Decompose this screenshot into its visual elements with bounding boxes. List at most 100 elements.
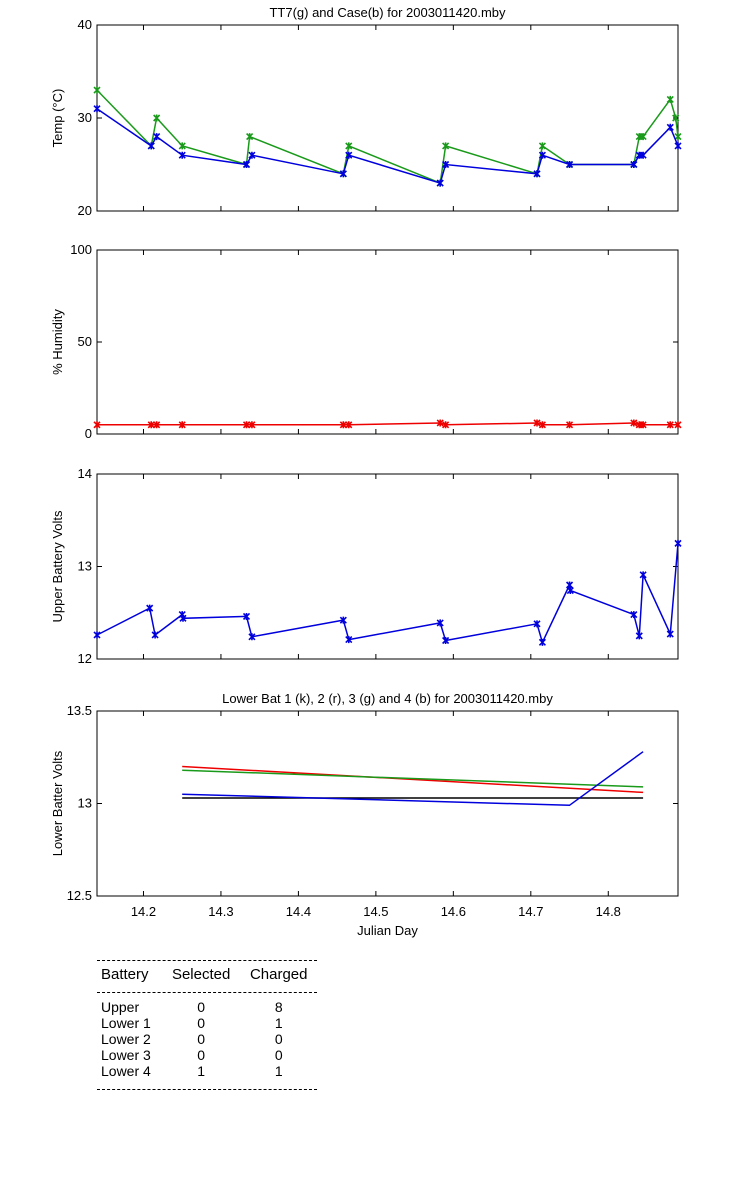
- table-divider: [97, 992, 317, 993]
- series-line-green: [182, 769, 644, 788]
- plot-frame: [96, 249, 679, 435]
- data-point-green: [345, 142, 353, 150]
- data-point-red: [630, 419, 638, 427]
- series-line-blue: [96, 543, 679, 645]
- x-tick-label: 14.4: [286, 904, 311, 919]
- data-point-blue: [538, 151, 546, 159]
- header-battery: Battery: [101, 966, 149, 983]
- data-point-red: [436, 419, 444, 427]
- table-row: Upper 0 8: [101, 999, 317, 1015]
- y-tick-label: 20: [78, 203, 92, 218]
- table-divider: [97, 960, 317, 961]
- data-point-green: [93, 86, 101, 94]
- data-point-blue: [242, 612, 251, 621]
- data-point-blue: [436, 179, 444, 187]
- data-point-red: [242, 421, 251, 429]
- battery-table: Battery Selected Charged Upper 0 8 Lower…: [97, 960, 317, 1090]
- data-point-blue: [674, 142, 682, 150]
- data-point-blue: [442, 160, 450, 169]
- data-point-blue: [242, 160, 251, 169]
- y-tick-label: 30: [78, 110, 92, 125]
- row-charged: 1: [274, 1015, 283, 1031]
- data-point-blue: [153, 133, 161, 141]
- series-line-green: [96, 89, 679, 185]
- data-point-blue: [630, 160, 638, 169]
- data-point-blue: [639, 571, 647, 579]
- data-point-red: [674, 421, 682, 429]
- y-tick-label: 50: [78, 334, 92, 349]
- row-charged: 0: [274, 1031, 283, 1047]
- row-battery: Upper: [101, 999, 140, 1015]
- x-tick-label: 14.6: [441, 904, 466, 919]
- data-point-blue: [630, 611, 638, 619]
- data-point-green: [442, 142, 450, 150]
- data-point-blue: [566, 586, 574, 595]
- data-point-red: [93, 421, 101, 429]
- table-divider: [97, 1089, 317, 1090]
- series-line-red: [182, 765, 644, 794]
- data-point-red: [533, 419, 541, 427]
- data-point-green: [178, 142, 186, 150]
- data-point-blue: [666, 630, 674, 638]
- data-point-red: [639, 421, 647, 429]
- y-tick-label: 0: [85, 426, 92, 441]
- y-axis-label: Temp (°C): [50, 89, 65, 148]
- row-selected: 0: [197, 999, 206, 1015]
- data-point-blue: [339, 170, 347, 178]
- table-body: Upper 0 8 Lower 1 0 1 Lower 2 0 0 Lower …: [97, 993, 317, 1089]
- data-point-blue: [436, 619, 444, 627]
- x-tick-label: 14.7: [518, 904, 543, 919]
- y-tick-label: 12: [78, 651, 92, 666]
- data-point-blue: [666, 123, 674, 131]
- row-selected: 0: [197, 1047, 206, 1063]
- header-selected: Selected: [171, 966, 231, 983]
- table-row: Lower 2 0 0: [101, 1031, 317, 1047]
- data-point-blue: [147, 142, 155, 150]
- y-tick-label: 13.5: [67, 703, 92, 718]
- data-point-blue: [179, 614, 187, 622]
- plot-frame: [96, 473, 679, 660]
- data-point-red: [153, 421, 161, 429]
- plot-frame: [96, 24, 679, 212]
- y-tick-label: 13: [78, 796, 92, 811]
- data-point-red: [178, 421, 186, 429]
- table-row: Lower 4 1 1: [101, 1063, 317, 1079]
- data-point-red: [442, 421, 450, 429]
- data-point-blue: [345, 636, 353, 644]
- table-row: Lower 1 0 1: [101, 1015, 317, 1031]
- data-point-red: [339, 421, 347, 429]
- row-charged: 0: [274, 1047, 283, 1063]
- data-point-blue: [248, 151, 256, 159]
- data-point-blue: [146, 604, 154, 612]
- header-charged: Charged: [249, 966, 308, 983]
- data-point-blue: [538, 638, 546, 646]
- data-point-blue: [442, 636, 450, 645]
- plot-frame: [96, 710, 679, 897]
- row-battery: Lower 2: [101, 1031, 151, 1047]
- y-tick-label: 40: [78, 17, 92, 32]
- data-point-blue: [93, 105, 101, 113]
- x-tick-label: 14.8: [596, 904, 621, 919]
- row-battery: Lower 1: [101, 1015, 151, 1031]
- y-axis-label: % Humidity: [50, 309, 65, 375]
- data-point-blue: [151, 631, 159, 639]
- row-charged: 1: [274, 1063, 283, 1079]
- data-point-red: [666, 421, 674, 429]
- data-point-blue: [248, 633, 256, 641]
- data-point-red: [248, 421, 256, 429]
- row-selected: 0: [197, 1031, 206, 1047]
- data-point-green: [246, 133, 254, 141]
- data-point-blue: [565, 160, 574, 169]
- x-tick-label: 14.3: [208, 904, 233, 919]
- x-tick-label: 14.2: [131, 904, 156, 919]
- row-selected: 0: [197, 1015, 206, 1031]
- data-point-blue: [635, 632, 643, 640]
- data-point-green: [153, 114, 161, 122]
- data-point-blue: [533, 620, 541, 628]
- row-selected: 1: [197, 1063, 206, 1079]
- y-tick-label: 13: [78, 559, 92, 574]
- data-point-blue: [533, 170, 541, 178]
- data-point-red: [147, 421, 155, 429]
- y-tick-label: 100: [70, 242, 92, 257]
- row-charged: 8: [274, 999, 283, 1015]
